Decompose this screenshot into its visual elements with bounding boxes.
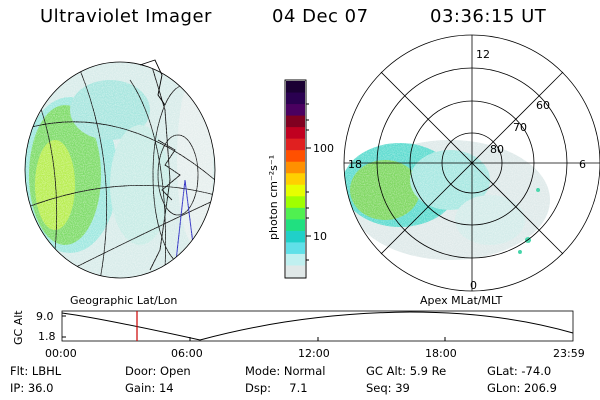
colorbar-swatch (286, 81, 305, 94)
ip-info: IP: 36.0 (10, 381, 54, 395)
colorbar-swatch (286, 265, 305, 278)
colorbar-unit-label: photon cm⁻²s⁻¹ (267, 155, 280, 240)
colorbar-swatch (286, 173, 305, 186)
altitude-xtick-4: 23:59 (553, 347, 585, 360)
altitude-curve (61, 311, 574, 341)
geographic-panel-label: Geographic Lat/Lon (70, 294, 177, 307)
altitude-xtick-0: 00:00 (45, 347, 77, 360)
altitude-plot: 9.0 1.8 GC Alt 00:00 06:00 12:00 18:00 2… (12, 310, 585, 360)
altitude-ytick-max: 9.0 (36, 310, 54, 323)
date-label: 04 Dec 07 (272, 6, 369, 27)
mlt-label-6: 6 (579, 158, 586, 171)
colorbar-swatch (286, 92, 305, 105)
colorbar-swatch (286, 230, 305, 243)
coastline-icon (139, 59, 166, 106)
mlt-label-12: 12 (476, 48, 490, 61)
altitude-xtick-3: 18:00 (425, 347, 457, 360)
colorbar-swatch (286, 242, 305, 255)
time-label: 03:36:15 UT (430, 6, 547, 27)
gc-alt-info: GC Alt: 5.9 Re (366, 364, 447, 378)
polar-image: 12 18 6 0 60 70 80 (343, 34, 600, 292)
altitude-xtick-1: 06:00 (171, 347, 203, 360)
colorbar-swatch (286, 196, 305, 209)
altitude-xtick-2: 12:00 (298, 347, 330, 360)
mode-info: Mode: Normal (245, 364, 326, 378)
colorbar-swatch (286, 127, 305, 140)
dsp-info: Dsp: 7.1 (245, 381, 308, 395)
colorbar-swatch (286, 161, 305, 174)
mlt-label-18: 18 (348, 158, 362, 171)
colorbar-swatch (286, 115, 305, 128)
glat-info: GLat: -74.0 (487, 364, 552, 378)
mlat-label-80: 80 (490, 143, 504, 156)
colorbar-swatch (286, 150, 305, 163)
colorbar-swatch (286, 104, 305, 117)
colorbar-tick-10: 10 (313, 230, 327, 243)
altitude-ytick-min: 1.8 (38, 330, 56, 343)
colorbar-swatch (286, 207, 305, 220)
colorbar-swatch (286, 184, 305, 197)
gain-info: Gain: 14 (125, 381, 174, 395)
colorbar-tick-100: 100 (313, 142, 334, 155)
instrument-title: Ultraviolet Imager (40, 6, 212, 27)
colorbar-swatch (286, 253, 305, 266)
colorbar-swatch (286, 138, 305, 151)
mlt-label-0: 0 (470, 279, 477, 292)
door-info: Door: Open (125, 364, 191, 378)
seq-info: Seq: 39 (366, 381, 410, 395)
colorbar-swatch (286, 219, 305, 232)
polar-panel-label: Apex MLat/MLT (420, 294, 503, 307)
altitude-ylabel: GC Alt (12, 310, 25, 345)
mlat-label-60: 60 (536, 99, 550, 112)
colorbar: 100 10 photon cm⁻²s⁻¹ (267, 79, 334, 279)
mlat-label-70: 70 (513, 121, 527, 134)
filter-info: Flt: LBHL (10, 364, 62, 378)
glon-info: GLon: 206.9 (487, 381, 557, 395)
geographic-image (25, 62, 215, 278)
